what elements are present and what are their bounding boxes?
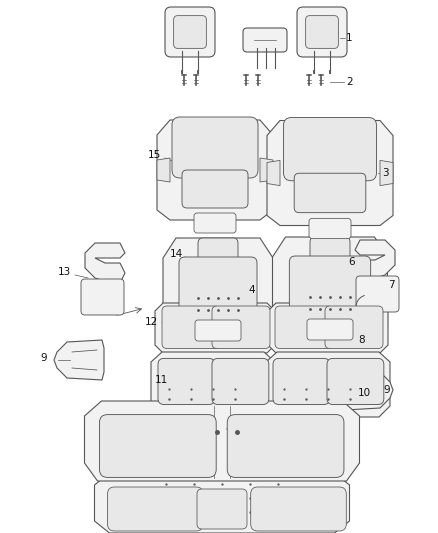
FancyBboxPatch shape bbox=[81, 279, 124, 315]
Polygon shape bbox=[157, 120, 273, 220]
FancyBboxPatch shape bbox=[179, 257, 257, 311]
Polygon shape bbox=[380, 160, 393, 185]
Text: 9: 9 bbox=[40, 353, 46, 363]
FancyBboxPatch shape bbox=[309, 219, 351, 238]
FancyBboxPatch shape bbox=[283, 117, 377, 181]
FancyBboxPatch shape bbox=[195, 320, 241, 341]
FancyBboxPatch shape bbox=[107, 487, 203, 531]
Polygon shape bbox=[54, 340, 104, 380]
Polygon shape bbox=[155, 303, 275, 353]
FancyBboxPatch shape bbox=[273, 358, 330, 405]
Text: 10: 10 bbox=[358, 388, 371, 398]
FancyBboxPatch shape bbox=[197, 489, 247, 529]
FancyBboxPatch shape bbox=[162, 306, 220, 349]
Polygon shape bbox=[267, 120, 393, 225]
FancyBboxPatch shape bbox=[356, 276, 399, 312]
Text: 12: 12 bbox=[145, 317, 158, 327]
Polygon shape bbox=[85, 243, 125, 283]
FancyBboxPatch shape bbox=[172, 117, 258, 178]
Polygon shape bbox=[85, 401, 360, 481]
FancyBboxPatch shape bbox=[182, 170, 248, 208]
Polygon shape bbox=[355, 240, 395, 280]
Polygon shape bbox=[266, 352, 390, 417]
FancyBboxPatch shape bbox=[194, 213, 236, 233]
Text: 3: 3 bbox=[382, 168, 389, 178]
FancyBboxPatch shape bbox=[227, 415, 344, 478]
FancyBboxPatch shape bbox=[290, 256, 371, 310]
Polygon shape bbox=[267, 160, 280, 185]
Text: 2: 2 bbox=[346, 77, 353, 87]
FancyBboxPatch shape bbox=[165, 7, 215, 57]
Text: 1: 1 bbox=[346, 33, 353, 43]
FancyBboxPatch shape bbox=[310, 237, 350, 272]
Polygon shape bbox=[260, 158, 273, 182]
Text: 9: 9 bbox=[383, 385, 390, 395]
Text: 7: 7 bbox=[388, 280, 395, 290]
FancyBboxPatch shape bbox=[327, 358, 384, 405]
FancyBboxPatch shape bbox=[307, 319, 353, 340]
FancyBboxPatch shape bbox=[212, 306, 270, 349]
Polygon shape bbox=[163, 238, 273, 343]
FancyBboxPatch shape bbox=[294, 173, 366, 213]
Text: 13: 13 bbox=[58, 267, 71, 277]
Text: 8: 8 bbox=[358, 335, 364, 345]
Polygon shape bbox=[157, 158, 170, 182]
Polygon shape bbox=[343, 370, 393, 410]
FancyBboxPatch shape bbox=[275, 306, 333, 349]
FancyBboxPatch shape bbox=[158, 358, 215, 405]
Polygon shape bbox=[268, 303, 388, 353]
FancyBboxPatch shape bbox=[99, 415, 216, 478]
Text: 15: 15 bbox=[148, 150, 161, 160]
FancyBboxPatch shape bbox=[198, 238, 238, 273]
FancyBboxPatch shape bbox=[325, 306, 383, 349]
FancyBboxPatch shape bbox=[173, 15, 206, 49]
FancyBboxPatch shape bbox=[212, 358, 269, 405]
Text: 4: 4 bbox=[248, 285, 254, 295]
Polygon shape bbox=[272, 237, 388, 342]
Polygon shape bbox=[151, 352, 275, 417]
FancyBboxPatch shape bbox=[251, 487, 346, 531]
FancyBboxPatch shape bbox=[306, 15, 338, 49]
FancyBboxPatch shape bbox=[297, 7, 347, 57]
Text: 6: 6 bbox=[348, 257, 355, 267]
FancyBboxPatch shape bbox=[243, 28, 287, 52]
Polygon shape bbox=[95, 473, 350, 533]
Text: 14: 14 bbox=[170, 249, 183, 259]
Text: 11: 11 bbox=[155, 375, 168, 385]
